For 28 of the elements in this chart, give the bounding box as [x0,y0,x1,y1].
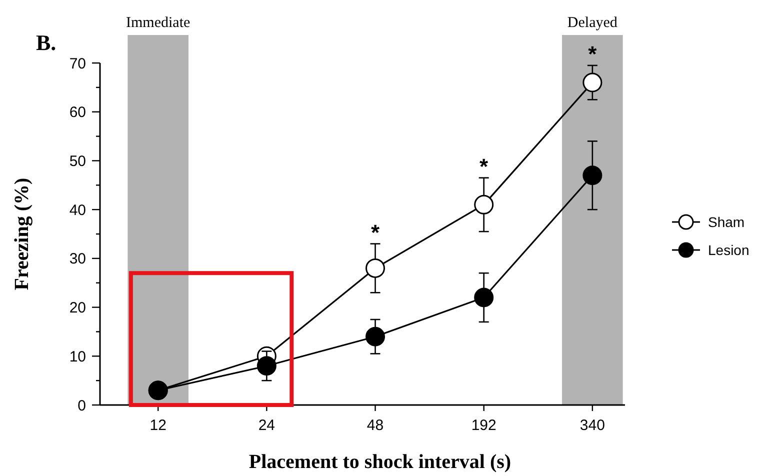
x-tick-label: 24 [258,417,276,434]
y-tick-label: 50 [69,152,86,170]
y-tick-label: 0 [78,397,86,414]
y-tick-label: 60 [69,104,86,122]
legend-label: Sham [708,214,745,230]
point [474,288,494,308]
x-axis-title: Placement to shock interval (s) [248,451,512,473]
y-tick-label: 70 [69,55,86,72]
point [366,326,386,346]
x-tick-label: 192 [471,417,496,434]
x-tick-label: 12 [150,417,166,434]
y-tick-label: 30 [69,250,86,268]
annotation: * [588,41,598,66]
band-label: Immediate [126,15,190,31]
band-label: Delayed [567,15,618,31]
annotation: * [480,154,489,179]
point [582,72,602,92]
x-tick-label: 48 [366,417,384,434]
point [582,166,602,186]
annotation: * [370,220,380,245]
y-tick-label: 20 [69,300,86,317]
y-tick-label: 10 [69,348,86,366]
y-axis-title: Freezing (%) [11,178,33,290]
point [256,356,276,376]
x-tick-label: 340 [580,417,605,434]
chart-title: B. [36,30,56,55]
y-tick-label: 40 [69,202,86,219]
legend-label: Lesion [708,242,750,258]
